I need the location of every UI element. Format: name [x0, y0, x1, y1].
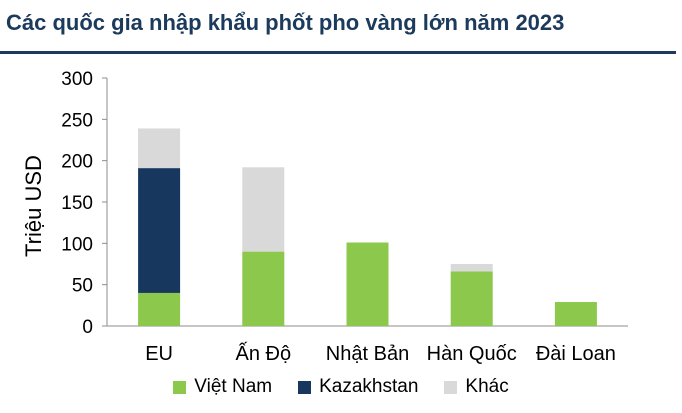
legend-swatch: [444, 380, 458, 394]
bar-segment: [346, 242, 389, 326]
legend-swatch: [173, 380, 187, 394]
y-axis-title: Triệu USD: [21, 155, 46, 257]
legend-label: Khác: [465, 376, 509, 397]
bar-segment: [138, 292, 181, 326]
bar-segment: [450, 271, 493, 326]
y-tick-label: 100: [61, 234, 93, 255]
title-bar: Các quốc gia nhập khẩu phốt pho vàng lớn…: [0, 0, 682, 60]
legend-swatch: [298, 380, 312, 394]
x-category-label: Nhật Bản: [326, 343, 409, 365]
legend-label: Việt Nam: [194, 376, 273, 397]
legend-item: Kazakhstan: [298, 376, 418, 398]
y-tick-label: 200: [61, 152, 93, 173]
bar-segment: [450, 264, 493, 272]
bar-segment: [138, 128, 181, 169]
bar-segment: [554, 302, 597, 326]
y-tick-label: 250: [61, 110, 93, 131]
legend-label: Kazakhstan: [319, 376, 419, 397]
x-category-label: Ấn Độ: [236, 342, 292, 365]
chart-legend: Việt Nam Kazakhstan Khác: [0, 372, 682, 402]
x-category-label: EU: [145, 343, 173, 365]
chart-title: Các quốc gia nhập khẩu phốt pho vàng lớn…: [6, 10, 565, 35]
bar-segment: [242, 167, 285, 252]
title-underline: [0, 51, 676, 54]
legend-item: Khác: [444, 376, 509, 398]
bar-segment: [138, 168, 181, 293]
y-tick-label: 300: [61, 69, 93, 90]
legend-item: Việt Nam: [173, 376, 272, 398]
bar-chart: 0 50 100 150 200 250 300 Triệu USD EU Ấn Độ Nhật B…: [21, 69, 628, 365]
y-tick-label: 50: [72, 276, 93, 297]
x-category-label: Đài Loan: [536, 343, 616, 365]
x-category-label: Hàn Quốc: [427, 343, 517, 365]
bar-segment: [242, 251, 285, 326]
y-tick-label: 0: [82, 317, 93, 338]
y-tick-label: 150: [61, 193, 93, 214]
